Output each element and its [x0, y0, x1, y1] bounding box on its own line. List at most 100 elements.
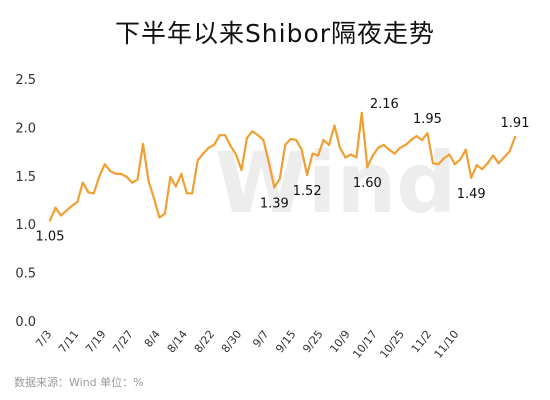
data-point: [158, 216, 161, 219]
data-point: [245, 136, 249, 140]
x-tick-label: 9/25: [300, 328, 325, 355]
data-point: [207, 146, 210, 149]
data-point: [420, 138, 424, 142]
x-tick-label: 8/14: [165, 328, 190, 355]
data-point: [92, 192, 95, 195]
data-point: [426, 132, 429, 135]
data-point: [223, 134, 227, 137]
data-point: [229, 144, 232, 147]
data-point: [163, 212, 166, 215]
y-tick-label: 1.5: [15, 170, 36, 185]
data-point: [300, 148, 303, 151]
data-point: [180, 172, 183, 175]
data-point: [295, 138, 298, 142]
data-label: 1.05: [36, 229, 65, 244]
data-point: [349, 153, 352, 156]
data-label: 1.95: [413, 112, 442, 127]
x-tick-label: 10/9: [327, 328, 352, 355]
data-point: [130, 181, 134, 184]
data-point: [125, 175, 128, 178]
x-tick-label: 7/11: [56, 328, 81, 355]
data-point: [448, 153, 451, 156]
data-point: [59, 214, 63, 217]
x-tick-label: 9/15: [273, 328, 298, 355]
data-label: 1.49: [457, 187, 486, 202]
data-point: [81, 181, 84, 184]
data-point: [218, 134, 221, 137]
y-tick-label: 2.0: [15, 121, 36, 136]
data-point: [486, 162, 489, 165]
data-label: 1.39: [260, 196, 289, 211]
data-point: [267, 161, 270, 164]
data-point: [109, 169, 112, 173]
data-label: 1.52: [293, 184, 322, 199]
x-tick-label: 8/22: [192, 328, 217, 355]
data-point: [453, 163, 456, 166]
data-point: [240, 168, 243, 172]
data-point: [388, 148, 391, 151]
data-point: [322, 138, 325, 142]
y-tick-label: 0.0: [15, 315, 36, 330]
data-point: [338, 146, 342, 149]
data-point: [273, 186, 276, 189]
data-point: [251, 130, 254, 133]
data-point: [399, 146, 402, 149]
data-point: [377, 146, 380, 149]
data-labels: 1.05 1.39 1.52 2.16 1.60 1.95 1.49 1.91: [36, 97, 530, 244]
data-point: [120, 172, 123, 175]
data-point: [147, 179, 150, 182]
source-note: 数据来源：Wind 单位：%: [14, 376, 144, 389]
data-point: [366, 166, 369, 169]
data-label: 2.16: [370, 97, 399, 112]
data-point: [513, 136, 517, 139]
data-point: [327, 143, 331, 146]
watermark: Wind: [215, 134, 456, 232]
data-point: [169, 175, 172, 178]
data-point: [278, 177, 281, 180]
series-shibor-overnight: [48, 111, 517, 222]
y-tick-label: 0.5: [15, 267, 36, 282]
y-axis: 0.0 0.5 1.0 1.5 2.0 2.5: [15, 73, 36, 330]
data-point: [262, 138, 265, 142]
data-point: [256, 134, 259, 137]
data-point: [70, 204, 73, 207]
x-tick-label: 10/25: [377, 328, 407, 361]
x-axis: 7/3 7/11 7/19 7/27 8/4 8/14 8/22 8/30 9/7 9/15 9/2…: [33, 328, 461, 361]
data-point: [202, 152, 205, 155]
data-point: [333, 124, 336, 127]
data-point: [502, 156, 506, 159]
data-point: [355, 156, 358, 159]
data-point: [492, 154, 495, 157]
data-point: [174, 185, 177, 188]
data-point: [404, 143, 407, 146]
data-point: [76, 200, 79, 204]
data-point: [196, 159, 199, 162]
data-point: [316, 154, 320, 157]
data-point: [393, 152, 396, 155]
data-label: 1.91: [501, 116, 530, 131]
data-point: [213, 143, 216, 146]
x-tick-label: 7/3: [33, 328, 54, 350]
data-point: [114, 172, 117, 175]
data-point: [464, 148, 467, 151]
data-point: [98, 175, 101, 178]
data-point: [54, 206, 57, 209]
x-tick-label: 9/7: [250, 328, 271, 350]
data-point: [475, 164, 478, 167]
data-label: 1.60: [353, 176, 382, 191]
x-tick-label: 7/27: [110, 328, 135, 355]
data-point: [470, 176, 473, 179]
x-tick-label: 8/4: [142, 328, 163, 350]
data-point: [360, 111, 363, 115]
data-point: [191, 192, 194, 195]
data-point: [459, 158, 462, 161]
data-point: [48, 219, 52, 222]
data-point: [437, 163, 440, 166]
data-point: [481, 167, 484, 171]
data-point: [87, 191, 90, 194]
data-point: [284, 143, 287, 146]
chart-title: 下半年以来Shibor隔夜走势: [114, 19, 436, 48]
data-point: [415, 135, 418, 138]
